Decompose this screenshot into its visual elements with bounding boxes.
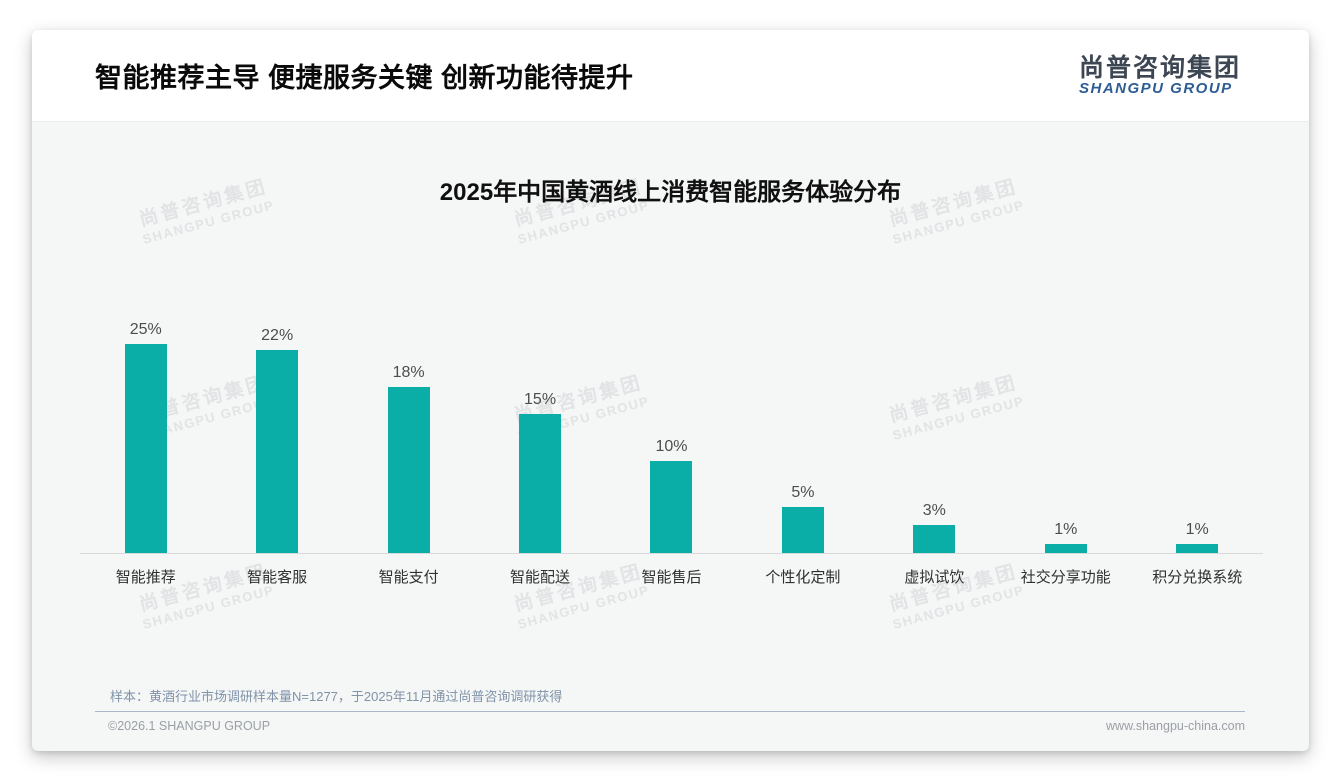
bar [913, 525, 956, 553]
copyright-text: ©2026.1 SHANGPU GROUP [108, 719, 271, 733]
category-label: 智能支付 [378, 569, 439, 586]
bar [519, 414, 562, 553]
bar-value-label: 18% [392, 363, 425, 381]
bar-slot: 10% [606, 322, 737, 553]
bar-value-label: 1% [1054, 520, 1078, 538]
bar-slot: 1% [1000, 322, 1131, 553]
x-axis-line [80, 553, 1263, 554]
bar-value-label: 10% [655, 437, 688, 455]
slide-header: 智能推荐主导 便捷服务关键 创新功能待提升 尚普咨询集团 SHANGPU GRO… [32, 30, 1309, 122]
chart-title: 2025年中国黄酒线上消费智能服务体验分布 [439, 179, 902, 206]
bar-slot: 5% [737, 322, 868, 553]
bar-value-label: 3% [922, 502, 946, 520]
category-label: 社交分享功能 [1020, 569, 1111, 586]
bar-value-label: 22% [261, 326, 294, 344]
brand-watermark: 尚普咨询集团 SHANGPU GROUP [108, 549, 302, 639]
website-url: www.shangpu-china.com [1106, 719, 1245, 733]
bar [1176, 543, 1219, 553]
bar-value-label: 25% [129, 321, 162, 338]
bar [1044, 543, 1087, 553]
category-label: 积分兑换系统 [1152, 569, 1243, 586]
page-title: 智能推荐主导 便捷服务关键 创新功能待提升 [95, 63, 634, 93]
slide-footer: ©2026.1 SHANGPU GROUP www.shangpu-china.… [108, 719, 1245, 733]
bar-value-label: 1% [1185, 520, 1209, 538]
bar [256, 349, 299, 553]
bars-row: 25% 22% 18% 15% 10% 5% 3% 1% 1% [80, 322, 1263, 553]
bar [387, 386, 430, 553]
bar [650, 460, 693, 553]
bar-slot: 18% [343, 322, 474, 553]
category-label: 智能推荐 [115, 569, 176, 586]
shangpu-logo: 尚普咨询集团 SHANGPU GROUP [1078, 53, 1241, 97]
report-slide-card: 智能推荐主导 便捷服务关键 创新功能待提升 尚普咨询集团 SHANGPU GRO… [32, 30, 1309, 751]
sample-source-note: 样本：黄酒行业市场调研样本量N=1277，于2025年11月通过尚普咨询调研获得 [110, 689, 563, 704]
category-axis: 智能推荐 智能客服 智能支付 智能配送 智能售后 个性化定制 虚拟试饮 社交分享功能 积分兑换系… [80, 566, 1263, 587]
logo-chinese-text: 尚普咨询集团 [1078, 53, 1241, 82]
footer-divider [95, 711, 1245, 712]
category-label: 个性化定制 [765, 569, 841, 586]
bar [781, 506, 824, 553]
category-label: 智能配送 [510, 569, 571, 586]
bar-slot: 22% [211, 322, 342, 553]
bar-value-label: 15% [524, 391, 557, 409]
brand-watermark: 尚普咨询集团 SHANGPU GROUP [483, 549, 677, 639]
brand-watermark: 尚普咨询集团 SHANGPU GROUP [858, 549, 1052, 639]
bar-slot: 25% [80, 322, 211, 553]
bar-slot: 3% [869, 322, 1000, 553]
category-label: 智能售后 [641, 569, 702, 586]
category-label: 虚拟试饮 [904, 569, 965, 586]
bar-slot: 15% [474, 322, 605, 553]
logo-english-text: SHANGPU GROUP [1078, 79, 1233, 97]
bar-slot: 1% [1132, 322, 1263, 553]
bar [124, 344, 167, 553]
category-label: 智能客服 [247, 569, 308, 586]
bar-value-label: 5% [791, 483, 815, 501]
